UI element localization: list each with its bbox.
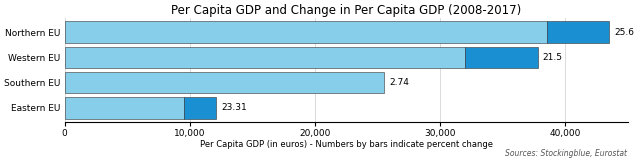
X-axis label: Per Capita GDP (in euros) - Numbers by bars indicate percent change: Per Capita GDP (in euros) - Numbers by b… [200, 140, 493, 149]
Text: 2.74: 2.74 [389, 78, 409, 87]
Title: Per Capita GDP and Change in Per Capita GDP (2008-2017): Per Capita GDP and Change in Per Capita … [172, 4, 522, 17]
Bar [65, 97, 184, 119]
Text: Sources: Stockingblue, Eurostat: Sources: Stockingblue, Eurostat [505, 149, 627, 158]
Bar [184, 97, 216, 119]
Bar [65, 21, 547, 43]
Bar [465, 47, 538, 68]
Bar [65, 72, 384, 93]
Bar [65, 47, 465, 68]
Text: 25.6: 25.6 [614, 28, 634, 37]
Text: 23.31: 23.31 [221, 103, 247, 112]
Text: 21.5: 21.5 [543, 53, 563, 62]
Bar [547, 21, 609, 43]
